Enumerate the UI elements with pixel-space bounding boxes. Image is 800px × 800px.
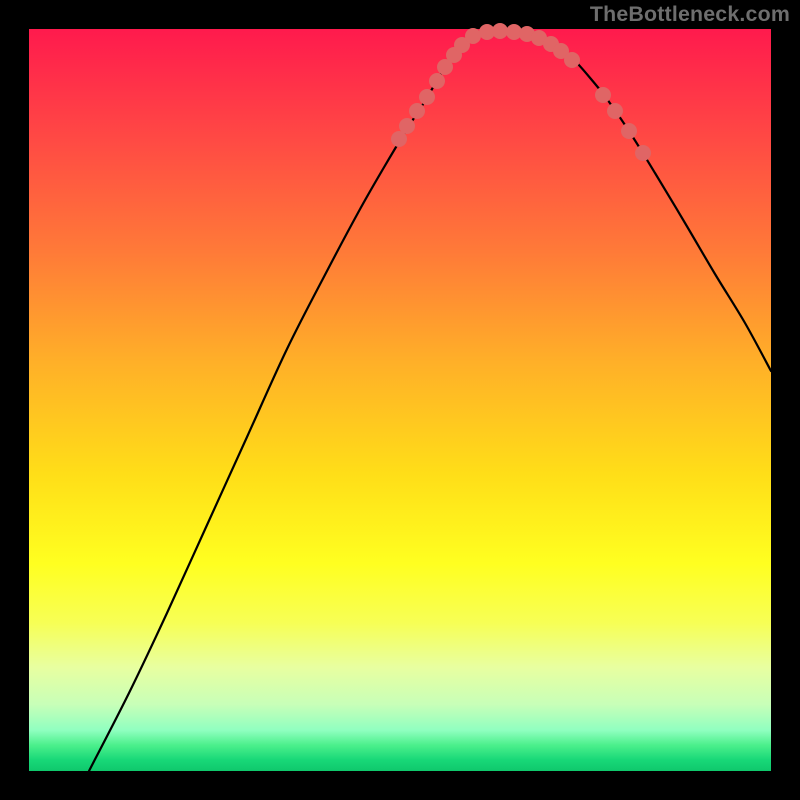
curve-marker — [409, 103, 425, 119]
watermark-text: TheBottleneck.com — [590, 2, 790, 27]
chart-svg — [0, 0, 800, 800]
chart-stage: TheBottleneck.com — [0, 0, 800, 800]
curve-marker — [492, 23, 508, 39]
curve-marker — [635, 145, 651, 161]
curve-marker — [607, 103, 623, 119]
curve-marker — [465, 28, 481, 44]
curve-marker — [564, 52, 580, 68]
curve-marker — [621, 123, 637, 139]
curve-marker — [419, 89, 435, 105]
curve-marker — [429, 73, 445, 89]
curve-marker — [595, 87, 611, 103]
curve-marker — [399, 118, 415, 134]
